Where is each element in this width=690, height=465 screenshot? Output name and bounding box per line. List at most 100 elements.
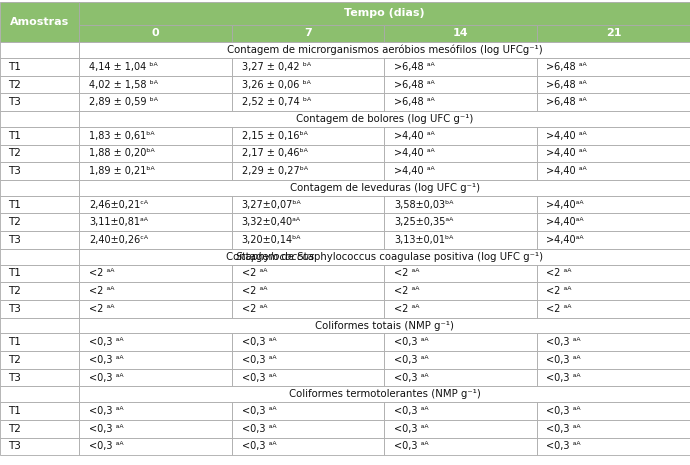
- Bar: [79, 300, 232, 318]
- Bar: [79, 420, 232, 438]
- Text: T1: T1: [8, 337, 21, 347]
- Text: 3,26 ± 0,06 ᵇᴬ: 3,26 ± 0,06 ᵇᴬ: [241, 80, 310, 90]
- Text: 3,27±0,07ᵇᴬ: 3,27±0,07ᵇᴬ: [241, 199, 302, 210]
- Bar: [384, 265, 537, 282]
- Bar: [232, 420, 384, 438]
- Text: >6,48 ᵃᴬ: >6,48 ᵃᴬ: [546, 62, 587, 72]
- Text: 3,27 ± 0,42 ᵇᴬ: 3,27 ± 0,42 ᵇᴬ: [241, 62, 310, 72]
- Bar: [232, 58, 384, 76]
- Text: >4,40 ᵃᴬ: >4,40 ᵃᴬ: [546, 166, 587, 176]
- Bar: [79, 351, 232, 369]
- Text: <2 ᵃᴬ: <2 ᵃᴬ: [241, 304, 267, 314]
- Text: <0,3 ᵃᴬ: <0,3 ᵃᴬ: [241, 424, 276, 434]
- Bar: [0, 438, 79, 455]
- Bar: [537, 127, 690, 145]
- Text: <0,3 ᵃᴬ: <0,3 ᵃᴬ: [394, 406, 428, 416]
- Bar: [384, 282, 537, 300]
- Text: <0,3 ᵃᴬ: <0,3 ᵃᴬ: [89, 424, 124, 434]
- Text: 3,25±0,35ᵃᴬ: 3,25±0,35ᵃᴬ: [394, 217, 453, 227]
- Bar: [537, 282, 690, 300]
- Bar: [232, 127, 384, 145]
- Bar: [384, 402, 537, 420]
- Text: 3,32±0,40ᵃᴬ: 3,32±0,40ᵃᴬ: [241, 217, 301, 227]
- Text: T2: T2: [8, 217, 21, 227]
- Text: <0,3 ᵃᴬ: <0,3 ᵃᴬ: [394, 424, 428, 434]
- Text: >6,48 ᵃᴬ: >6,48 ᵃᴬ: [546, 80, 587, 90]
- Text: T2: T2: [8, 355, 21, 365]
- Text: 4,02 ± 1,58 ᵇᴬ: 4,02 ± 1,58 ᵇᴬ: [89, 80, 158, 90]
- Text: <0,3 ᵃᴬ: <0,3 ᵃᴬ: [546, 441, 581, 452]
- Bar: [232, 265, 384, 282]
- Text: >4,40 ᵃᴬ: >4,40 ᵃᴬ: [394, 148, 435, 159]
- Bar: [232, 25, 384, 42]
- Bar: [537, 420, 690, 438]
- Text: T3: T3: [8, 97, 21, 107]
- Text: <0,3 ᵃᴬ: <0,3 ᵃᴬ: [394, 372, 428, 383]
- Text: 2,17 ± 0,46ᵇᴬ: 2,17 ± 0,46ᵇᴬ: [241, 148, 307, 159]
- Bar: [0, 42, 79, 58]
- Bar: [537, 402, 690, 420]
- Text: T2: T2: [8, 424, 21, 434]
- Bar: [537, 145, 690, 162]
- Text: >6,48 ᵃᴬ: >6,48 ᵃᴬ: [394, 97, 435, 107]
- Bar: [79, 2, 690, 25]
- Text: T2: T2: [8, 80, 21, 90]
- Text: >4,40 ᵃᴬ: >4,40 ᵃᴬ: [546, 148, 587, 159]
- Bar: [0, 420, 79, 438]
- Text: 2,15 ± 0,16ᵇᴬ: 2,15 ± 0,16ᵇᴬ: [241, 131, 307, 141]
- Bar: [0, 300, 79, 318]
- Bar: [0, 265, 79, 282]
- Text: 3,20±0,14ᵇᴬ: 3,20±0,14ᵇᴬ: [241, 235, 301, 245]
- Text: Contagem de bolores (log UFC g⁻¹): Contagem de bolores (log UFC g⁻¹): [296, 114, 473, 124]
- Text: Coliformes totais (NMP g⁻¹): Coliformes totais (NMP g⁻¹): [315, 320, 454, 331]
- Bar: [79, 265, 232, 282]
- Bar: [537, 196, 690, 213]
- Bar: [0, 249, 79, 265]
- Text: <0,3 ᵃᴬ: <0,3 ᵃᴬ: [89, 406, 124, 416]
- Bar: [0, 180, 79, 196]
- Bar: [79, 386, 690, 402]
- Bar: [384, 369, 537, 386]
- Bar: [232, 162, 384, 180]
- Bar: [79, 111, 690, 127]
- Text: 2,40±0,26ᶜᴬ: 2,40±0,26ᶜᴬ: [89, 235, 148, 245]
- Bar: [79, 180, 690, 196]
- Bar: [384, 25, 537, 42]
- Bar: [232, 438, 384, 455]
- Text: <0,3 ᵃᴬ: <0,3 ᵃᴬ: [89, 441, 124, 452]
- Bar: [537, 438, 690, 455]
- Text: Tempo (dias): Tempo (dias): [344, 8, 425, 19]
- Bar: [384, 145, 537, 162]
- Text: 21: 21: [606, 28, 621, 39]
- Bar: [0, 369, 79, 386]
- Bar: [384, 438, 537, 455]
- Bar: [537, 162, 690, 180]
- Bar: [384, 127, 537, 145]
- Text: T3: T3: [8, 166, 21, 176]
- Text: 1,83 ± 0,61ᵇᴬ: 1,83 ± 0,61ᵇᴬ: [89, 131, 155, 141]
- Text: <0,3 ᵃᴬ: <0,3 ᵃᴬ: [241, 406, 276, 416]
- Text: >6,48 ᵃᴬ: >6,48 ᵃᴬ: [394, 62, 435, 72]
- Text: <0,3 ᵃᴬ: <0,3 ᵃᴬ: [394, 355, 428, 365]
- Bar: [537, 265, 690, 282]
- Bar: [79, 249, 690, 265]
- Bar: [384, 420, 537, 438]
- Bar: [79, 127, 232, 145]
- Text: <2 ᵃᴬ: <2 ᵃᴬ: [394, 268, 420, 279]
- Bar: [537, 58, 690, 76]
- Text: <2 ᵃᴬ: <2 ᵃᴬ: [241, 286, 267, 296]
- Bar: [79, 369, 232, 386]
- Text: <0,3 ᵃᴬ: <0,3 ᵃᴬ: [546, 355, 581, 365]
- Text: <0,3 ᵃᴬ: <0,3 ᵃᴬ: [89, 337, 124, 347]
- Text: T1: T1: [8, 131, 21, 141]
- Text: >4,40ᵃᴬ: >4,40ᵃᴬ: [546, 217, 584, 227]
- Bar: [0, 351, 79, 369]
- Text: T1: T1: [8, 199, 21, 210]
- Bar: [384, 196, 537, 213]
- Bar: [384, 333, 537, 351]
- Bar: [79, 42, 690, 58]
- Bar: [232, 145, 384, 162]
- Text: <2 ᵃᴬ: <2 ᵃᴬ: [89, 268, 115, 279]
- Text: <2 ᵃᴬ: <2 ᵃᴬ: [241, 268, 267, 279]
- Text: >4,40ᵃᴬ: >4,40ᵃᴬ: [546, 199, 584, 210]
